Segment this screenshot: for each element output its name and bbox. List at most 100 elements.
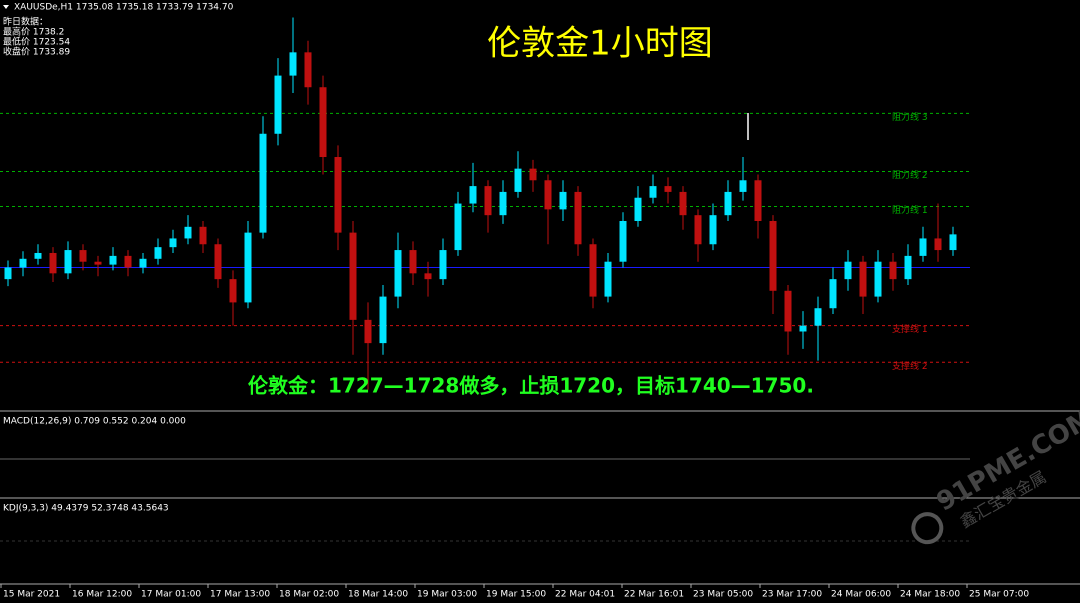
menu-arrow <box>3 5 9 9</box>
candle-body <box>394 250 402 297</box>
info: 昨日数据： <box>3 16 48 28</box>
candle-body <box>199 226 207 245</box>
candle-body <box>334 157 342 233</box>
level-label: 阻力线 1 <box>892 204 928 216</box>
header: XAUUSDe,H1 1735.08 1735.18 1733.79 1734.… <box>14 3 234 13</box>
candle-body <box>484 186 492 216</box>
candle-body <box>454 203 462 251</box>
candle-body <box>34 252 42 259</box>
x-tick-label: 22 Mar 04:01 <box>555 590 615 600</box>
x-tick-label: 23 Mar 05:00 <box>693 590 753 600</box>
watermark-logo <box>911 512 944 545</box>
candle-body <box>154 247 162 259</box>
x-tick-label: 15 Mar 2021 <box>3 590 60 600</box>
candle-body <box>589 244 597 297</box>
x-tick-label: 24 Mar 18:00 <box>900 590 960 600</box>
candle-body <box>559 191 567 210</box>
kdj-label: KDJ(9,3,3) 49.4379 52.3748 43.5643 <box>3 504 169 514</box>
candle-body <box>709 215 717 245</box>
candle-body <box>859 261 867 297</box>
x-tick-label: 23 Mar 17:00 <box>762 590 822 600</box>
candle-body <box>784 290 792 332</box>
level-label: 阻力线 3 <box>892 111 928 123</box>
candle-body <box>829 279 837 309</box>
candle-body <box>259 133 267 233</box>
x-tick-label: 17 Mar 01:00 <box>141 590 201 600</box>
strategy: 伦敦金：1727—1728做多，止损1720，目标1740—1750. <box>248 374 814 398</box>
candle-body <box>169 238 177 248</box>
candle-body <box>904 255 912 280</box>
candle-body <box>79 250 87 262</box>
candle-body <box>544 180 552 210</box>
x-tick-label: 18 Mar 02:00 <box>279 590 339 600</box>
x-tick-label: 18 Mar 14:00 <box>348 590 408 600</box>
candle-body <box>619 220 627 262</box>
candle-body <box>634 197 642 221</box>
candle-body <box>574 191 582 245</box>
candle-body <box>754 180 762 221</box>
candle-body <box>274 75 282 134</box>
candle-body <box>844 261 852 280</box>
candle-body <box>424 273 432 280</box>
info: 最低价 1723.54 <box>3 36 70 48</box>
candle-body <box>679 191 687 216</box>
candle-body <box>409 250 417 274</box>
candle-body <box>874 261 882 297</box>
levels: 阻力线 3 阻力线 2 阻力线 1 支撑线 1 支撑线 2 <box>0 111 970 372</box>
x-tick-label: 16 Mar 12:00 <box>72 590 132 600</box>
candle-body <box>319 87 327 158</box>
candle-body <box>649 186 657 198</box>
candle-body <box>304 52 312 88</box>
x-tick-label: 19 Mar 15:00 <box>486 590 546 600</box>
candle-body <box>229 279 237 303</box>
candle-body <box>214 244 222 280</box>
candle-body <box>949 234 957 251</box>
candle-body <box>124 255 132 268</box>
candle-body <box>64 250 72 274</box>
candle-body <box>739 180 747 192</box>
x-tick-label: 24 Mar 06:00 <box>831 590 891 600</box>
candles <box>4 17 957 390</box>
candle-body <box>724 191 732 216</box>
candle-body <box>694 215 702 245</box>
x-tick-label: 19 Mar 03:00 <box>417 590 477 600</box>
chart-title: 伦敦金1小时图 <box>487 24 713 64</box>
candle-body <box>364 319 372 344</box>
candle-body <box>244 232 252 303</box>
candle-body <box>289 52 297 76</box>
candle-body <box>664 186 672 192</box>
level-label: 支撑线 1 <box>892 323 928 335</box>
candle-body <box>514 168 522 192</box>
candle-body <box>769 220 777 291</box>
x-axis: 15 Mar 2021 16 Mar 12:00 17 Mar 01:00 17 Ma… <box>0 584 1029 600</box>
candle-body <box>379 296 387 344</box>
level-label: 阻力线 2 <box>892 169 928 181</box>
candle-body <box>814 308 822 326</box>
info: 收盘价 1733.89 <box>3 46 70 58</box>
level-label: 支撑线 2 <box>892 360 928 372</box>
candle-body <box>499 191 507 216</box>
candle-body <box>919 238 927 256</box>
candle-body <box>19 258 27 268</box>
candle-body <box>529 168 537 181</box>
candle-body <box>799 325 807 332</box>
candle-body <box>4 267 12 280</box>
candle-body <box>49 252 57 274</box>
info: 最高价 1738.2 <box>3 26 64 38</box>
candle-body <box>184 226 192 239</box>
macd-label: MACD(12,26,9) 0.709 0.552 0.204 0.000 <box>3 417 186 427</box>
candle-body <box>469 186 477 204</box>
candle-body <box>109 255 117 265</box>
candle-body <box>934 238 942 251</box>
x-tick-label: 22 Mar 16:01 <box>624 590 684 600</box>
candle-body <box>349 232 357 320</box>
candle-body <box>139 258 147 268</box>
candle-body <box>889 261 897 280</box>
candle-body <box>94 261 102 265</box>
candle-body <box>439 250 447 280</box>
x-tick-label: 25 Mar 07:00 <box>969 590 1029 600</box>
candle-body <box>604 261 612 297</box>
x-tick-label: 17 Mar 13:00 <box>210 590 270 600</box>
